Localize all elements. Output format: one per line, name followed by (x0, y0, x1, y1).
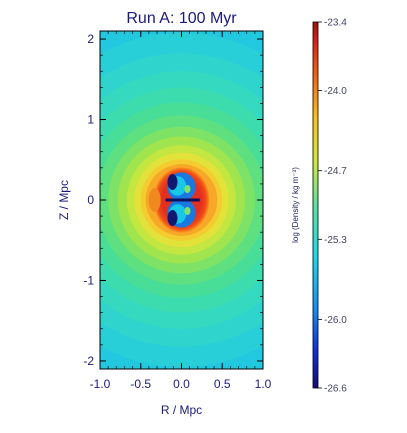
x-tick-label: -0.5 (130, 377, 151, 391)
colorbar-ticks: -23.4 -24.0 -24.7 -25.3 -26.0 -26.6 (318, 18, 347, 395)
colorbar-tick-label: -24.0 (324, 86, 347, 97)
x-axis-ticks: -1.0 -0.5 0.0 0.5 1.0 (90, 31, 272, 391)
colorbar-tick-label: -24.7 (324, 166, 347, 177)
colorbar-label: log (Density / kg m⁻³) (291, 167, 300, 243)
colorbar-tick-label: -23.4 (324, 18, 347, 29)
x-tick-label: 0.5 (214, 377, 231, 391)
shell-edge-left (148, 188, 161, 212)
y-tick-label: -1 (83, 273, 94, 287)
chart-title: Run A: 100 Myr (126, 10, 237, 27)
cavity-mix-upper (184, 185, 191, 193)
colorbar-tick-label: -26.0 (324, 315, 347, 326)
y-axis-label: Z / Mpc (57, 180, 71, 220)
x-axis-label: R / Mpc (161, 403, 202, 417)
y-tick-label: 0 (87, 193, 94, 207)
y-axis-ticks: 2 1 0 -1 -2 (83, 32, 263, 368)
x-tick-label: 0.0 (173, 377, 190, 391)
colorbar: -23.4 -24.0 -24.7 -25.3 -26.0 -26.6 log (Dens… (291, 18, 347, 395)
equatorial-jet (165, 198, 200, 202)
cavity-dark-upper (167, 174, 178, 190)
y-tick-label: 2 (87, 32, 94, 46)
x-tick-label: -1.0 (90, 377, 111, 391)
colorbar-tick-label: -26.6 (324, 384, 347, 395)
colorbar-gradient (312, 21, 319, 389)
y-tick-label: 1 (87, 113, 94, 127)
cavity-dark-lower (167, 210, 178, 226)
bubble-cavity (148, 172, 200, 228)
x-tick-label: 1.0 (255, 377, 272, 391)
colorbar-tick-label: -25.3 (324, 235, 347, 246)
plot-area (100, 31, 263, 369)
y-tick-label: -2 (83, 354, 94, 368)
cavity-mix-lower (184, 207, 191, 215)
